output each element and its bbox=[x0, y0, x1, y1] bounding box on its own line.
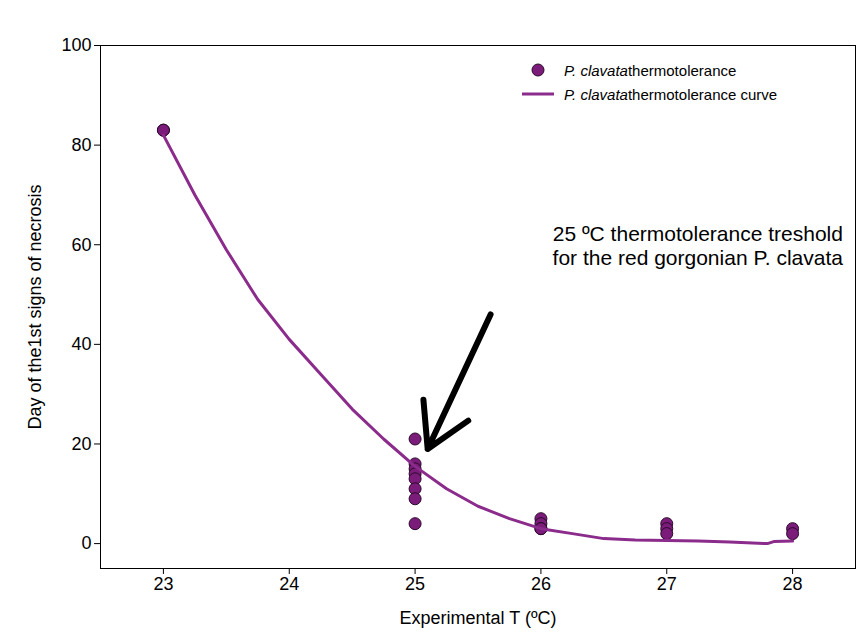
svg-text:23: 23 bbox=[153, 574, 173, 594]
svg-text:Experimental T (ºC): Experimental T (ºC) bbox=[400, 608, 557, 628]
svg-text:28: 28 bbox=[783, 574, 803, 594]
svg-text:25: 25 bbox=[405, 574, 425, 594]
html-text:P. clavata thermotolerance: P. clavata thermotolerance bbox=[564, 61, 737, 79]
svg-text:0: 0 bbox=[81, 533, 91, 553]
html-text:P. clavata thermotolerance cur: P. clavata thermotolerance curve bbox=[564, 85, 778, 103]
svg-text:40: 40 bbox=[71, 334, 91, 354]
svg-text:26: 26 bbox=[531, 574, 551, 594]
svg-text:100: 100 bbox=[61, 35, 91, 55]
svg-text:60: 60 bbox=[71, 234, 91, 254]
svg-text:80: 80 bbox=[71, 135, 91, 155]
svg-text:25 ºC thermotolerance treshold: 25 ºC thermotolerance tresholdfor the re… bbox=[553, 222, 844, 269]
svg-text:Day of the1st signs of necrosi: Day of the1st signs of necrosis bbox=[25, 184, 45, 429]
svg-text:27: 27 bbox=[657, 574, 677, 594]
svg-text:20: 20 bbox=[71, 434, 91, 454]
svg-text:24: 24 bbox=[279, 574, 299, 594]
